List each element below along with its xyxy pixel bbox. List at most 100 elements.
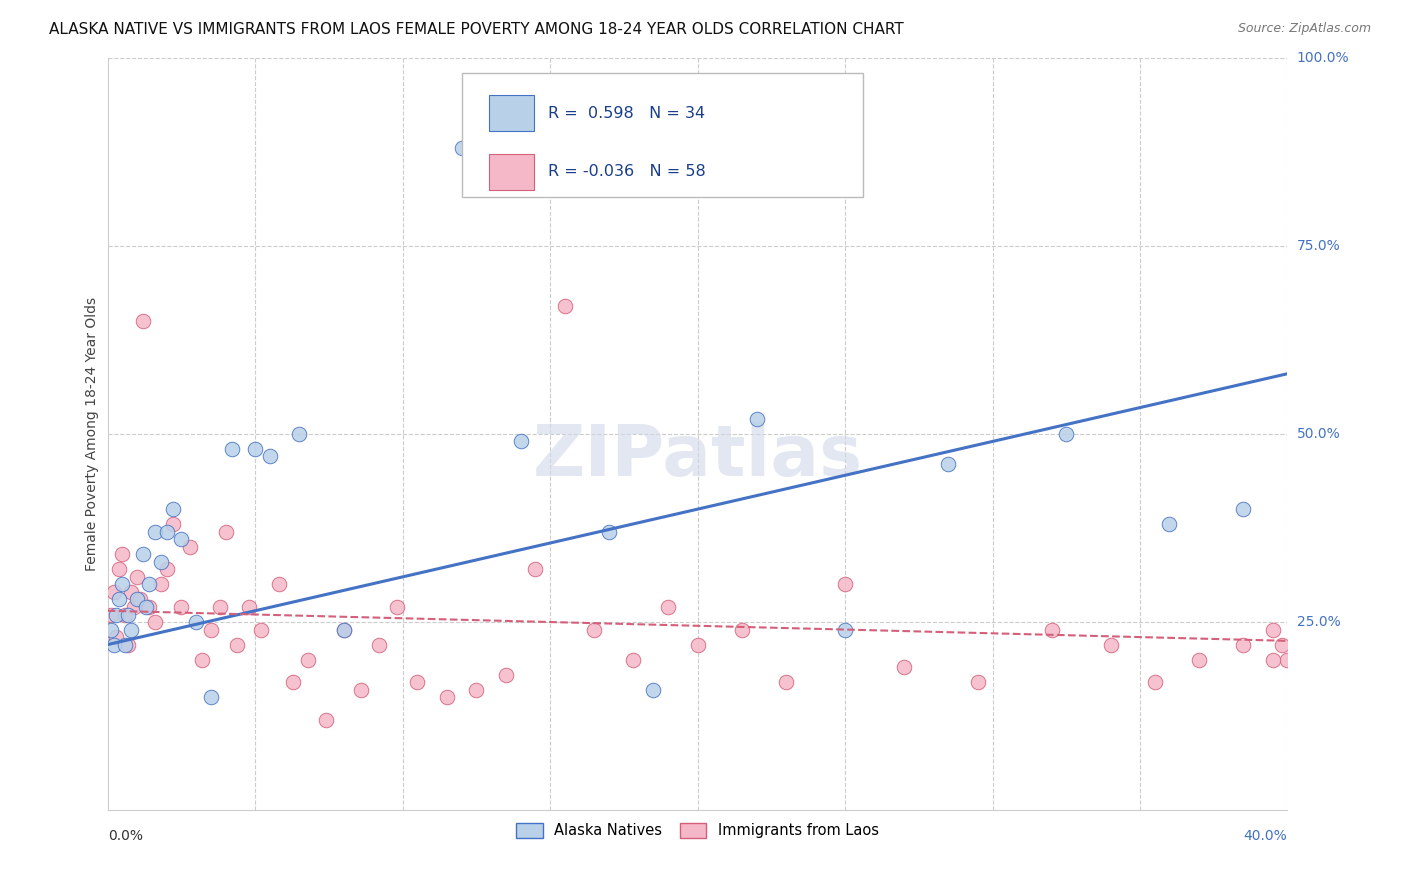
Point — [103, 585, 125, 599]
Point — [149, 555, 172, 569]
Point — [114, 607, 136, 622]
Point — [114, 638, 136, 652]
Point — [127, 592, 149, 607]
Y-axis label: Female Poverty Among 18-24 Year Olds: Female Poverty Among 18-24 Year Olds — [86, 297, 100, 571]
Point — [111, 547, 134, 561]
Text: R =  0.598   N = 34: R = 0.598 N = 34 — [548, 106, 704, 120]
Point — [583, 623, 606, 637]
Point — [966, 675, 988, 690]
Point — [117, 607, 139, 622]
Point — [267, 577, 290, 591]
Text: R = -0.036   N = 58: R = -0.036 N = 58 — [548, 164, 706, 179]
Point — [200, 690, 222, 705]
Text: 25.0%: 25.0% — [1296, 615, 1341, 629]
Point — [226, 638, 249, 652]
Bar — [489, 95, 533, 131]
Point — [509, 434, 531, 449]
Point — [200, 623, 222, 637]
Point — [221, 442, 243, 456]
Point — [332, 623, 354, 637]
Point — [120, 585, 142, 599]
Point — [259, 450, 281, 464]
Point — [100, 607, 122, 622]
Point — [162, 517, 184, 532]
Point — [250, 623, 273, 637]
Point — [111, 577, 134, 591]
Text: 0.0%: 0.0% — [108, 829, 142, 843]
Point — [554, 299, 576, 313]
Point — [135, 599, 157, 614]
Point — [108, 592, 131, 607]
Point — [156, 524, 179, 539]
Point — [745, 412, 768, 426]
Point — [465, 682, 488, 697]
Point — [731, 623, 754, 637]
Text: ZIPatlas: ZIPatlas — [533, 422, 863, 491]
Point — [1040, 623, 1063, 637]
Text: Source: ZipAtlas.com: Source: ZipAtlas.com — [1237, 22, 1371, 36]
Point — [1143, 675, 1166, 690]
Point — [643, 682, 665, 697]
Text: 40.0%: 40.0% — [1244, 829, 1288, 843]
Point — [524, 562, 547, 576]
Point — [686, 638, 709, 652]
Text: 50.0%: 50.0% — [1296, 427, 1341, 441]
Point — [1054, 426, 1077, 441]
Point — [495, 667, 517, 681]
Point — [129, 592, 152, 607]
Point — [214, 524, 236, 539]
FancyBboxPatch shape — [461, 73, 863, 197]
Point — [208, 599, 231, 614]
Point — [117, 638, 139, 652]
Point — [143, 615, 166, 629]
Point — [385, 599, 408, 614]
Point — [100, 623, 122, 637]
Point — [156, 562, 179, 576]
Point — [406, 675, 429, 690]
Text: ALASKA NATIVE VS IMMIGRANTS FROM LAOS FEMALE POVERTY AMONG 18-24 YEAR OLDS CORRE: ALASKA NATIVE VS IMMIGRANTS FROM LAOS FE… — [49, 22, 904, 37]
Point — [170, 533, 193, 547]
Point — [122, 599, 145, 614]
Point — [132, 547, 155, 561]
Point — [170, 599, 193, 614]
Point — [1261, 653, 1284, 667]
Point — [238, 599, 260, 614]
Point — [243, 442, 266, 456]
Point — [1159, 517, 1181, 532]
Point — [108, 562, 131, 576]
Point — [936, 457, 959, 471]
Point — [775, 675, 797, 690]
Text: 100.0%: 100.0% — [1296, 51, 1350, 65]
Point — [184, 615, 207, 629]
Point — [162, 502, 184, 516]
Point — [834, 623, 856, 637]
Point — [598, 524, 620, 539]
Bar — [489, 153, 533, 190]
Point — [138, 599, 160, 614]
Point — [191, 653, 214, 667]
Point — [127, 570, 149, 584]
Point — [436, 690, 458, 705]
Point — [105, 607, 128, 622]
Point — [288, 426, 311, 441]
Point — [1277, 653, 1299, 667]
Point — [143, 524, 166, 539]
Point — [1232, 638, 1254, 652]
Point — [893, 660, 915, 674]
Point — [105, 630, 128, 644]
Text: 75.0%: 75.0% — [1296, 239, 1341, 252]
Legend: Alaska Natives, Immigrants from Laos: Alaska Natives, Immigrants from Laos — [510, 817, 884, 844]
Point — [450, 141, 472, 155]
Point — [1271, 638, 1294, 652]
Point — [621, 653, 644, 667]
Point — [834, 577, 856, 591]
Point — [149, 577, 172, 591]
Point — [657, 599, 679, 614]
Point — [132, 314, 155, 328]
Point — [138, 577, 160, 591]
Point — [332, 623, 354, 637]
Point — [315, 713, 337, 727]
Point — [283, 675, 305, 690]
Point — [1099, 638, 1122, 652]
Point — [1188, 653, 1211, 667]
